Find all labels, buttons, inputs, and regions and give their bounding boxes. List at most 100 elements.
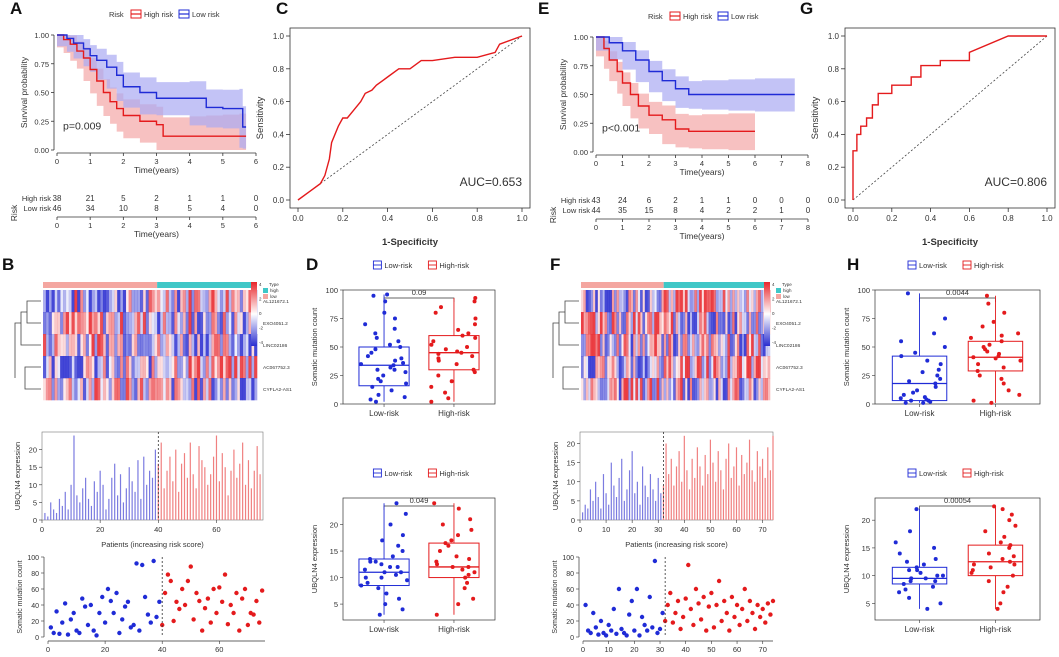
- heatmap-cell: [82, 334, 87, 357]
- heatmap-cell: [630, 334, 634, 357]
- heatmap-cell: [753, 290, 757, 313]
- heatmap-cell: [157, 290, 161, 313]
- legend-title: Risk: [648, 12, 663, 21]
- mutation-point: [188, 564, 193, 569]
- heatmap-cell: [105, 290, 109, 313]
- y-tick-label: 5: [33, 498, 37, 507]
- heatmap-cell: [225, 378, 229, 401]
- risk-x-tick-label: 5: [726, 223, 730, 232]
- x-tick-label: 40: [154, 525, 162, 534]
- heatmap-cell: [755, 312, 759, 335]
- jitter-point: [466, 331, 471, 336]
- heatmap-cell: [222, 312, 226, 335]
- risk-count: 1: [221, 194, 226, 203]
- survival-curve-high-risk: [57, 34, 247, 137]
- heatmap-cell: [102, 356, 107, 379]
- heatmap-cell: [732, 378, 735, 401]
- heatmap-cell: [595, 356, 598, 379]
- x-tick-label: 3: [673, 159, 677, 168]
- heatmap-cell: [228, 334, 232, 357]
- heatmap-cell: [77, 378, 81, 401]
- heatmap-cell: [590, 334, 594, 357]
- x-tick-label: High-risk: [438, 625, 471, 634]
- x-axis-label: Patients (increasing risk score): [625, 540, 728, 549]
- y-tick-label: 0.50: [573, 91, 588, 100]
- y-tick-label: 1.0: [273, 32, 285, 41]
- heatmap-cell: [60, 356, 64, 379]
- heatmap-cell: [583, 312, 587, 335]
- x-tick-label: 30: [654, 525, 662, 534]
- heatmap-cell: [649, 334, 653, 357]
- mutation-point: [698, 617, 704, 622]
- x-tick-label: 0.2: [886, 214, 898, 223]
- mutation-point: [174, 599, 179, 604]
- heatmap-cell: [663, 356, 667, 379]
- jitter-point: [368, 557, 373, 561]
- jitter-point: [403, 370, 408, 375]
- y-tick-label: 0.2: [273, 163, 285, 172]
- y-tick-label: 0.4: [273, 130, 285, 139]
- risk-row-label: High risk: [561, 196, 590, 205]
- mutation-point: [724, 610, 729, 616]
- jitter-point: [901, 581, 906, 586]
- x-tick-label: 1: [88, 157, 92, 166]
- y-tick-label: 20: [29, 446, 37, 455]
- heatmap-cell: [140, 356, 144, 379]
- jitter-point: [909, 576, 914, 581]
- heatmap-cell: [718, 356, 721, 379]
- heatmap-cell: [234, 356, 238, 379]
- heatmap-cell: [205, 356, 209, 379]
- heatmap-cell: [202, 378, 206, 401]
- heatmap-cell: [647, 312, 650, 335]
- jitter-point: [914, 507, 919, 512]
- heatmap-cell: [734, 312, 738, 335]
- jitter-point: [394, 501, 399, 506]
- jitter-point: [936, 367, 941, 372]
- x-tick-label: 60: [215, 645, 223, 654]
- legend-key-low: [263, 294, 268, 299]
- heatmap-cell: [682, 290, 686, 313]
- heatmap-cell: [585, 378, 589, 401]
- heatmap-cell: [635, 334, 638, 357]
- risk-count: 10: [119, 204, 128, 213]
- x-tick-label: 70: [758, 525, 766, 534]
- mutation-point: [202, 606, 208, 611]
- heatmap-row-label: EXO4051.2: [263, 321, 288, 327]
- heatmap-cell: [239, 290, 244, 313]
- x-tick-label: Low-risk: [905, 625, 936, 634]
- risk-x-tick-label: 4: [188, 221, 192, 230]
- heatmap-cell: [588, 356, 591, 379]
- jitter-point: [1001, 590, 1006, 595]
- heatmap-cell: [670, 356, 674, 379]
- heatmap-cell: [62, 334, 67, 357]
- mutation-point: [765, 601, 771, 606]
- y-tick-label: 0.25: [573, 119, 588, 128]
- jitter-point: [922, 395, 927, 400]
- heatmap-cell: [668, 290, 672, 313]
- risk-count: 5: [121, 194, 126, 203]
- y-tick-label: 60: [31, 587, 39, 594]
- mutation-point: [675, 598, 681, 604]
- x-tick-label: High-risk: [980, 625, 1013, 634]
- heatmap-cell: [222, 334, 226, 357]
- heatmap-cell: [231, 290, 235, 313]
- annotation-bar-high: [663, 282, 770, 288]
- legend-title: Risk: [109, 10, 124, 19]
- jitter-point: [383, 299, 388, 304]
- heatmap-cell: [171, 312, 175, 335]
- mutation-point: [624, 633, 629, 638]
- heatmap-cell: [729, 334, 733, 357]
- y-tick-label: 0.6: [828, 98, 840, 107]
- heatmap-cell: [191, 312, 195, 335]
- risk-x-tick-label: 7: [779, 223, 783, 232]
- heatmap-cell: [159, 378, 164, 401]
- heatmap-cell: [182, 312, 186, 335]
- heatmap-cell: [48, 312, 52, 335]
- mutation-point: [140, 562, 145, 568]
- jitter-point: [998, 540, 1003, 545]
- heatmap-cell: [708, 312, 712, 335]
- heatmap-cell: [758, 290, 761, 313]
- mutation-point: [739, 606, 745, 612]
- color-scale-bar: [764, 282, 770, 346]
- risk-row-label: High risk: [22, 194, 51, 203]
